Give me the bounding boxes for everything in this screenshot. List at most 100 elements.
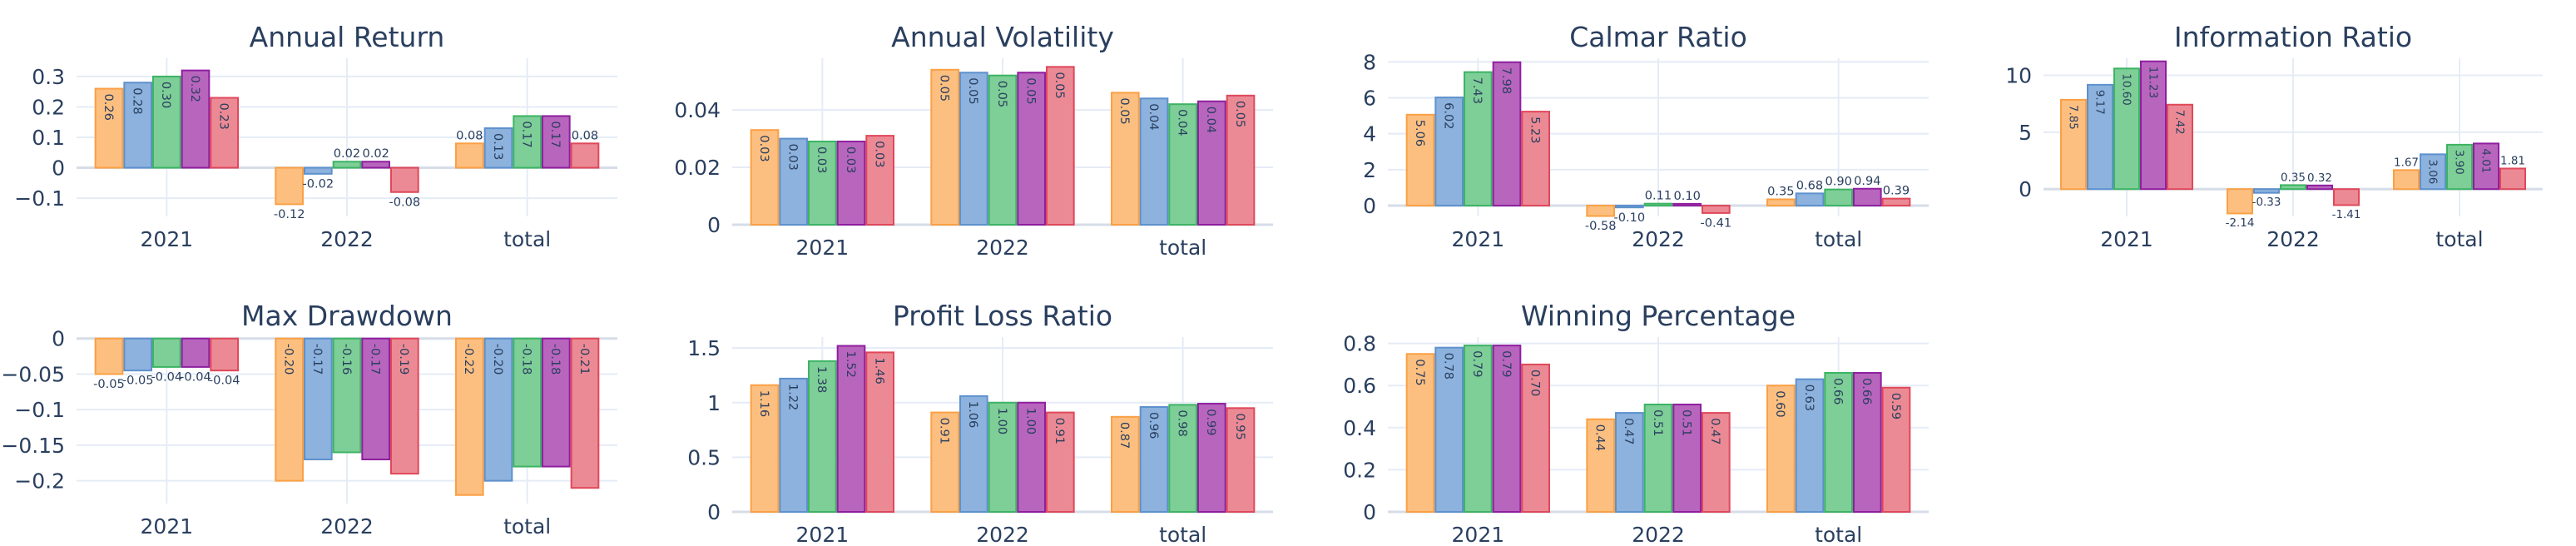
bar-series-4 (2473, 142, 2499, 191)
chart-panel-5: Max Drawdown−0.2−0.15−0.1−0.050-0.05-0.0… (1, 300, 617, 539)
data-label: -0.20 (282, 344, 296, 375)
data-label: 0.10 (1673, 189, 1700, 203)
bar-series-4 (1672, 403, 1702, 514)
x-tick-label: 2021 (2100, 227, 2153, 251)
bar-series-1 (1586, 418, 1616, 514)
y-tick-label: −0.1 (14, 186, 65, 211)
bar-series-4 (836, 345, 866, 513)
y-tick-label: −0.05 (1, 362, 65, 386)
data-label: 0.30 (159, 82, 173, 108)
bar-series-5 (865, 135, 895, 226)
data-label: -0.17 (310, 344, 324, 375)
bar-series-5 (1881, 197, 1911, 207)
data-label: -0.16 (339, 344, 354, 375)
bar-series-5 (2167, 103, 2193, 191)
bar-series-2 (2420, 153, 2446, 191)
bar-series-1 (1405, 113, 1435, 207)
bar-series-3 (808, 360, 837, 513)
bar-series-1 (455, 337, 484, 496)
bar-series-1 (275, 337, 305, 482)
data-label: 0.26 (102, 94, 116, 121)
chart-title: Annual Volatility (891, 21, 1114, 53)
bar-series-4 (361, 337, 391, 461)
x-tick-label: 2022 (2266, 227, 2320, 251)
data-label: -0.04 (209, 374, 240, 388)
data-label: 0.51 (1651, 410, 1665, 436)
chart-panel-7: Winning Percentage 0 0.2 0.4 0.6 0.8 0.75 0.78 0… (1343, 300, 1929, 546)
data-label: 0.96 (1147, 412, 1161, 439)
data-label: 1.16 (757, 390, 771, 417)
data-label: 0.66 (1831, 378, 1845, 405)
x-tick-label: 2021 (1452, 523, 1505, 546)
data-label: 0.79 (1499, 350, 1513, 377)
chart-title: Max Drawdown (241, 300, 453, 332)
y-tick-label: 5 (2019, 121, 2032, 145)
x-tick-label: total (2435, 227, 2483, 251)
y-tick-label: 0.04 (674, 98, 721, 122)
bar-series-2 (123, 82, 152, 169)
data-label: 1.81 (2500, 155, 2525, 167)
data-label: -2.14 (2226, 217, 2255, 230)
y-tick-label: 0.5 (687, 445, 721, 469)
bar-series-5 (1226, 407, 1256, 513)
y-tick-label: 0 (1363, 194, 1376, 218)
data-label: 1.38 (815, 366, 829, 393)
bar-series-3 (1643, 403, 1673, 514)
data-label: -0.22 (462, 344, 476, 375)
data-label: -0.02 (303, 176, 334, 191)
data-label: 0.79 (1470, 350, 1484, 377)
data-label: -0.08 (389, 195, 421, 209)
data-label: 0.35 (1767, 184, 1794, 198)
bar-series-2 (1615, 205, 1644, 209)
bar-series-1 (455, 142, 484, 169)
data-label: -0.12 (274, 207, 305, 221)
bar-series-4 (836, 141, 866, 226)
data-label: 0.66 (1860, 378, 1874, 405)
bar-series-3 (1168, 404, 1198, 513)
bar-series-3 (332, 161, 362, 169)
data-label: 0.04 (1147, 103, 1161, 130)
data-label: 0.87 (1117, 422, 1132, 449)
bar-series-1 (750, 129, 780, 226)
bar-series-2 (779, 377, 808, 513)
bar-series-4 (1492, 61, 1522, 207)
y-tick-label: 0 (52, 156, 65, 181)
bar-series-5 (1226, 94, 1256, 226)
data-label: 0.05 (1053, 72, 1067, 98)
y-tick-label: 0.2 (32, 95, 65, 119)
bar-series-3 (513, 337, 542, 468)
bar-series-3 (988, 401, 1018, 513)
data-label: 0.39 (1883, 184, 1910, 198)
data-label: 0.68 (1796, 178, 1823, 192)
data-label: 0.11 (1645, 189, 1672, 203)
bar-series-4 (181, 337, 211, 368)
chart-title: Information Ratio (2174, 21, 2412, 53)
bar-series-5 (2333, 188, 2360, 206)
data-label: 0.95 (1233, 413, 1247, 439)
bar-series-1 (94, 337, 124, 375)
x-tick-label: total (503, 227, 551, 251)
bar-series-2 (1434, 97, 1464, 207)
data-label: 0.17 (548, 121, 562, 147)
y-tick-label: 1 (707, 391, 721, 415)
bar-series-5 (1881, 386, 1911, 514)
data-label: -0.17 (369, 344, 383, 375)
data-label: 0.32 (2307, 172, 2332, 185)
x-tick-label: 2021 (796, 236, 850, 260)
bar-series-3 (1464, 71, 1493, 207)
bar-series-1 (750, 384, 780, 513)
data-label: 0.05 (1024, 77, 1038, 104)
bar-series-2 (1434, 346, 1464, 513)
data-label: 0.08 (456, 128, 483, 142)
bar-series-1 (1766, 385, 1796, 514)
data-label: 7.85 (2066, 105, 2078, 130)
bar-series-2 (1795, 378, 1825, 513)
bar-series-2 (959, 72, 988, 226)
bar-series-5 (570, 337, 600, 489)
data-label: 0.51 (1680, 410, 1694, 436)
bar-series-4 (1672, 202, 1702, 207)
data-label: -0.18 (548, 344, 562, 375)
data-label: 0.44 (1593, 424, 1608, 451)
data-label: 0.91 (938, 418, 952, 444)
